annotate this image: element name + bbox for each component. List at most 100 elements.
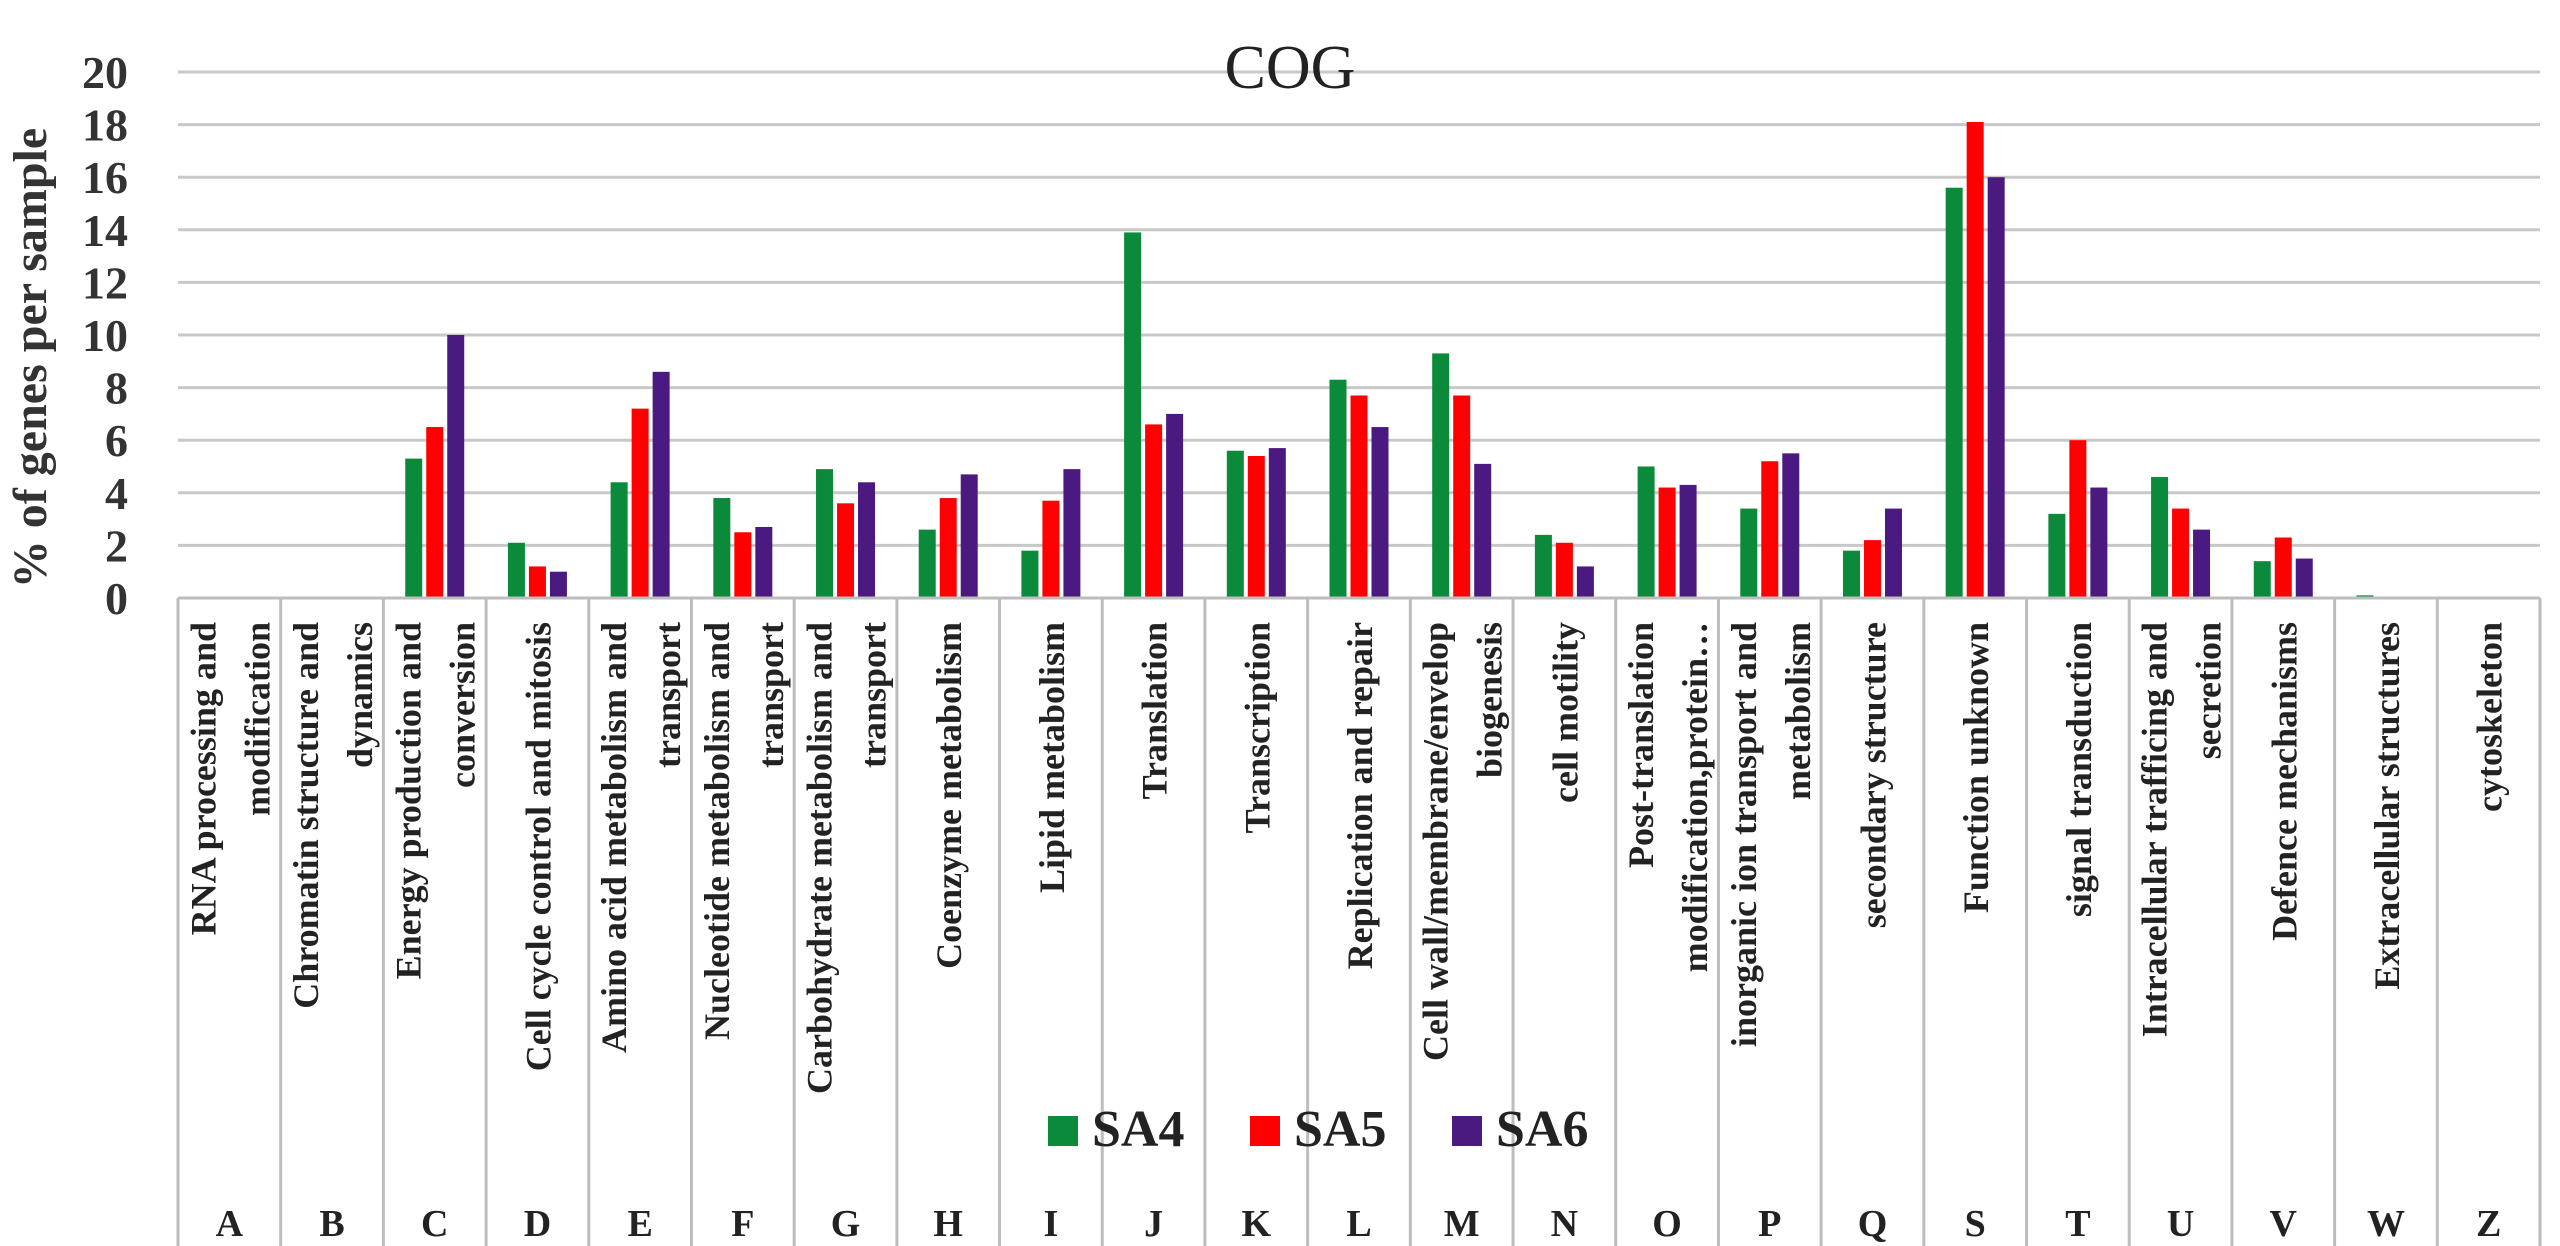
bar-sa5-j <box>1145 424 1163 598</box>
bar-sa4-u <box>2151 477 2169 598</box>
bar-sa4-p <box>1740 508 1758 598</box>
bar-sa5-g <box>837 503 855 598</box>
y-tick-label: 8 <box>105 363 128 414</box>
category-letter-o: O <box>1652 1203 1682 1245</box>
legend: SA4 SA5 SA6 <box>1048 1101 1588 1158</box>
category-label-u: Intracellular trafficing and secretion <box>2135 622 2229 1037</box>
bar-sa6-n <box>1576 566 1594 598</box>
category-letter-z: Z <box>2476 1203 2501 1245</box>
bar-sa5-v <box>2274 537 2292 598</box>
category-letter-b: B <box>319 1203 344 1245</box>
bar-sa5-m <box>1453 395 1471 598</box>
category-labels: RNA processing and modification Chromatin … <box>183 622 2509 1094</box>
category-letter-e: E <box>627 1203 652 1245</box>
category-letter-u: U <box>2167 1203 2194 1245</box>
bar-sa6-o <box>1679 484 1697 598</box>
category-label-c: Energy production and conversion <box>389 622 483 979</box>
category-letter-m: M <box>1444 1203 1480 1245</box>
bar-sa5-d <box>528 566 546 598</box>
category-label-t: signal transduction <box>2059 622 2099 917</box>
bar-sa5-q <box>1863 540 1881 598</box>
category-label-k: Transcription <box>1237 622 1277 833</box>
category-label-o: Post-translation modification,protein… <box>1621 622 1715 972</box>
category-letter-t: T <box>2065 1203 2090 1245</box>
bar-sa4-n <box>1534 534 1552 598</box>
bar-sa6-k <box>1268 448 1286 598</box>
bar-sa5-n <box>1555 542 1573 598</box>
y-tick-label: 2 <box>105 520 128 571</box>
category-letter-i: I <box>1044 1203 1059 1245</box>
category-letter-g: G <box>831 1203 861 1245</box>
bar-sa4-g <box>816 469 834 598</box>
category-letter-l: L <box>1346 1203 1371 1245</box>
category-label-n: cell motility <box>1545 622 1585 803</box>
y-tick-label: 6 <box>105 415 128 466</box>
category-label-e: Amino acid metabolism and transport <box>594 622 688 1053</box>
category-label-w: Extracellular structures <box>2367 622 2407 990</box>
bars <box>405 121 2374 598</box>
bar-sa6-j <box>1166 413 1184 598</box>
chart-title: COG <box>1225 34 1356 102</box>
category-letter-c: C <box>421 1203 448 1245</box>
category-label-g: Carbohydrate metabolism and transport <box>800 622 894 1094</box>
category-label-l: Replication and repair <box>1340 622 1380 969</box>
legend-label-sa6: SA6 <box>1496 1101 1588 1158</box>
category-label-i: Lipid metabolism <box>1032 622 1072 893</box>
y-tick-label: 12 <box>82 257 128 308</box>
bar-sa4-f <box>713 498 731 598</box>
bar-sa6-t <box>2090 487 2108 598</box>
gridlines <box>178 70 2540 600</box>
bar-sa6-q <box>1884 508 1902 598</box>
category-letter-p: P <box>1758 1203 1781 1245</box>
bar-sa6-m <box>1474 463 1492 598</box>
legend-label-sa5: SA5 <box>1294 1101 1386 1158</box>
legend-swatch-sa6 <box>1452 1116 1482 1146</box>
bar-sa4-q <box>1842 550 1860 598</box>
y-tick-label: 4 <box>105 468 128 519</box>
bar-sa4-j <box>1124 232 1142 598</box>
category-label-s: Function unknown <box>1956 622 1996 913</box>
category-label-z: cytoskeleton <box>2470 622 2510 812</box>
category-label-b: Chromatin structure and dynamics <box>286 622 380 1009</box>
bar-sa6-u <box>2193 529 2211 598</box>
bar-sa6-c <box>447 335 465 598</box>
legend-swatch-sa5 <box>1250 1116 1280 1146</box>
bar-sa6-g <box>858 482 876 598</box>
y-tick-label: 10 <box>82 310 128 361</box>
category-letter-n: N <box>1551 1203 1578 1245</box>
category-letter-h: H <box>933 1203 963 1245</box>
category-letter-a: A <box>216 1203 244 1245</box>
bar-sa5-u <box>2172 508 2190 598</box>
bar-sa6-l <box>1371 427 1389 598</box>
bar-sa4-k <box>1226 450 1244 598</box>
bar-sa6-v <box>2295 558 2313 598</box>
bar-sa6-d <box>549 571 567 598</box>
category-label-h: Coenzyme metabolism <box>929 622 969 969</box>
category-label-f: Nucleotide metabolism and transport <box>697 622 791 1040</box>
y-tick-label: 18 <box>82 100 128 151</box>
category-label-p: inorganic ion transport and metabolism <box>1724 622 1818 1047</box>
category-label-m: Cell wall/membrane/envelop biogenesis <box>1416 622 1510 1061</box>
category-table <box>176 596 2542 1246</box>
category-label-a: RNA processing and modification <box>183 622 277 935</box>
category-label-q: secondary structure <box>1853 622 1893 928</box>
y-tick-label: 0 <box>105 573 128 624</box>
category-letter-f: F <box>731 1203 754 1245</box>
bar-sa4-t <box>2048 513 2066 598</box>
category-label-v: Defence mechanisms <box>2264 622 2304 941</box>
bar-sa4-o <box>1637 466 1655 598</box>
legend-label-sa4: SA4 <box>1092 1101 1184 1158</box>
bar-sa5-o <box>1658 487 1676 598</box>
y-tick-label: 16 <box>82 152 128 203</box>
bar-sa5-i <box>1042 500 1060 598</box>
bar-sa5-t <box>2069 440 2087 598</box>
y-axis-label: % of genes per sample <box>4 128 57 588</box>
y-tick-label: 14 <box>82 205 128 256</box>
bar-sa4-l <box>1329 379 1347 598</box>
category-letter-d: D <box>524 1203 551 1245</box>
bar-sa6-f <box>755 526 773 598</box>
bar-sa4-i <box>1021 550 1039 598</box>
